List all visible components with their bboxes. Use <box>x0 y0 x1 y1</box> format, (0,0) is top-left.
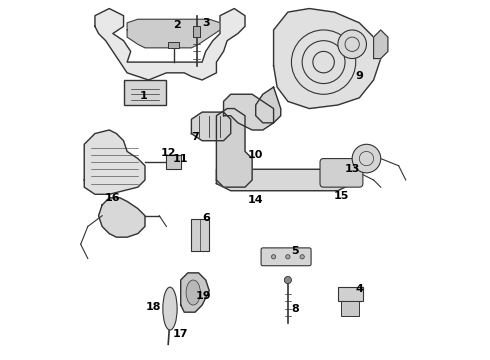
Polygon shape <box>273 9 381 109</box>
Circle shape <box>338 30 367 59</box>
Circle shape <box>271 255 276 259</box>
FancyBboxPatch shape <box>320 158 363 187</box>
Polygon shape <box>217 169 352 191</box>
Text: 10: 10 <box>248 150 264 160</box>
Polygon shape <box>127 19 220 48</box>
Polygon shape <box>98 198 145 237</box>
Text: 15: 15 <box>334 191 349 201</box>
FancyBboxPatch shape <box>261 248 311 266</box>
Text: 12: 12 <box>160 148 176 158</box>
Bar <box>342 301 359 316</box>
Text: 16: 16 <box>105 193 121 203</box>
Bar <box>338 287 363 301</box>
Circle shape <box>286 255 290 259</box>
Text: 9: 9 <box>355 71 363 81</box>
Text: 8: 8 <box>291 303 299 314</box>
Text: 5: 5 <box>291 247 299 256</box>
Text: 6: 6 <box>202 212 210 222</box>
Text: 13: 13 <box>344 164 360 174</box>
Polygon shape <box>373 30 388 59</box>
Text: 14: 14 <box>248 195 264 204</box>
Polygon shape <box>217 109 252 187</box>
Text: 18: 18 <box>146 302 162 312</box>
Polygon shape <box>256 87 281 123</box>
Text: 17: 17 <box>173 329 189 339</box>
Polygon shape <box>192 112 231 141</box>
Ellipse shape <box>163 287 177 330</box>
Circle shape <box>300 255 304 259</box>
Text: 2: 2 <box>173 19 181 30</box>
Text: 1: 1 <box>139 91 147 101</box>
Circle shape <box>352 144 381 173</box>
Bar <box>193 26 200 37</box>
Text: 3: 3 <box>202 18 210 28</box>
Polygon shape <box>95 9 245 80</box>
Text: 11: 11 <box>173 154 189 163</box>
Bar <box>123 80 167 105</box>
Text: 4: 4 <box>355 284 363 294</box>
Bar <box>192 219 209 251</box>
Polygon shape <box>181 273 209 312</box>
Bar <box>168 42 179 48</box>
Polygon shape <box>223 94 273 130</box>
Text: 19: 19 <box>196 291 212 301</box>
Polygon shape <box>84 130 145 194</box>
Text: 7: 7 <box>191 132 199 142</box>
Circle shape <box>284 276 292 284</box>
Bar <box>167 155 181 169</box>
Ellipse shape <box>186 280 200 305</box>
